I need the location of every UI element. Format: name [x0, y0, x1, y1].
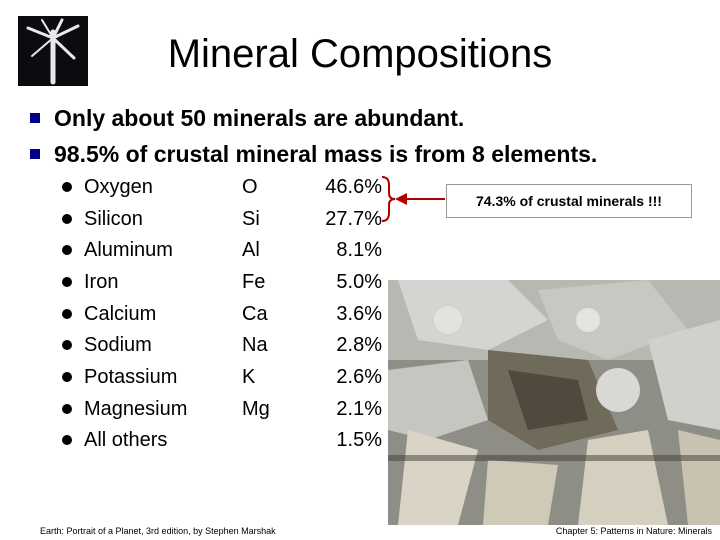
element-percent: 3.6%	[336, 303, 382, 325]
mineral-photo	[388, 280, 720, 525]
element-row: Iron Fe 5.0%	[62, 267, 382, 297]
dot-bullet-icon	[62, 309, 72, 319]
element-symbol: O	[242, 176, 258, 198]
dot-bullet-icon	[62, 277, 72, 287]
element-name: Sodium	[84, 334, 152, 356]
element-row: Aluminum Al 8.1%	[62, 235, 382, 265]
element-row: Sodium Na 2.8%	[62, 330, 382, 360]
element-percent: 27.7%	[325, 208, 382, 230]
dot-bullet-icon	[62, 245, 72, 255]
element-percent: 8.1%	[336, 239, 382, 261]
bracket-icon	[381, 176, 396, 222]
element-row: Oxygen O 46.6%	[62, 172, 382, 202]
bullet-item: Only about 50 minerals are abundant.	[30, 103, 464, 133]
element-symbol: Ca	[242, 303, 268, 325]
element-symbol: Fe	[242, 271, 266, 293]
dot-bullet-icon	[62, 182, 72, 192]
dot-bullet-icon	[62, 340, 72, 350]
dot-bullet-icon	[62, 435, 72, 445]
element-symbol: Si	[242, 208, 260, 230]
element-name: Silicon	[84, 208, 143, 230]
element-row: All others 1.5%	[62, 425, 382, 455]
element-name: Iron	[84, 271, 119, 293]
bullet-text: 98.5% of crustal mineral mass is from 8 …	[54, 141, 598, 167]
element-name: Calcium	[84, 303, 157, 325]
element-percent: 1.5%	[336, 429, 382, 451]
arrow-left-icon	[395, 193, 445, 205]
element-name: All others	[84, 429, 168, 451]
element-name: Aluminum	[84, 239, 173, 261]
element-percent: 2.1%	[336, 398, 382, 420]
square-bullet-icon	[30, 149, 40, 159]
square-bullet-icon	[30, 113, 40, 123]
footer-citation: Earth: Portrait of a Planet, 3rd edition…	[40, 526, 276, 536]
element-row: Calcium Ca 3.6%	[62, 299, 382, 329]
element-percent: 2.6%	[336, 366, 382, 388]
crystal-logo	[18, 16, 88, 86]
element-name: Oxygen	[84, 176, 153, 198]
element-symbol: K	[242, 366, 256, 388]
element-name: Magnesium	[84, 398, 188, 420]
element-percent: 46.6%	[325, 176, 382, 198]
element-percent: 5.0%	[336, 271, 382, 293]
bullet-text: Only about 50 minerals are abundant.	[54, 105, 465, 131]
element-percent: 2.8%	[336, 334, 382, 356]
element-symbol: Mg	[242, 398, 270, 420]
element-row: Magnesium Mg 2.1%	[62, 394, 382, 424]
bullet-item: 98.5% of crustal mineral mass is from 8 …	[30, 139, 597, 169]
element-name: Potassium	[84, 366, 178, 388]
footer-chapter: Chapter 5: Patterns in Nature: Minerals	[555, 526, 712, 536]
element-symbol: Al	[242, 239, 260, 261]
callout-box: 74.3% of crustal minerals !!!	[446, 184, 692, 218]
dot-bullet-icon	[62, 372, 72, 382]
element-symbol: Na	[242, 334, 268, 356]
dot-bullet-icon	[62, 214, 72, 224]
dot-bullet-icon	[62, 404, 72, 414]
page-title: Mineral Compositions	[167, 32, 553, 76]
element-row: Potassium K 2.6%	[62, 362, 382, 392]
element-row: Silicon Si 27.7%	[62, 204, 382, 234]
